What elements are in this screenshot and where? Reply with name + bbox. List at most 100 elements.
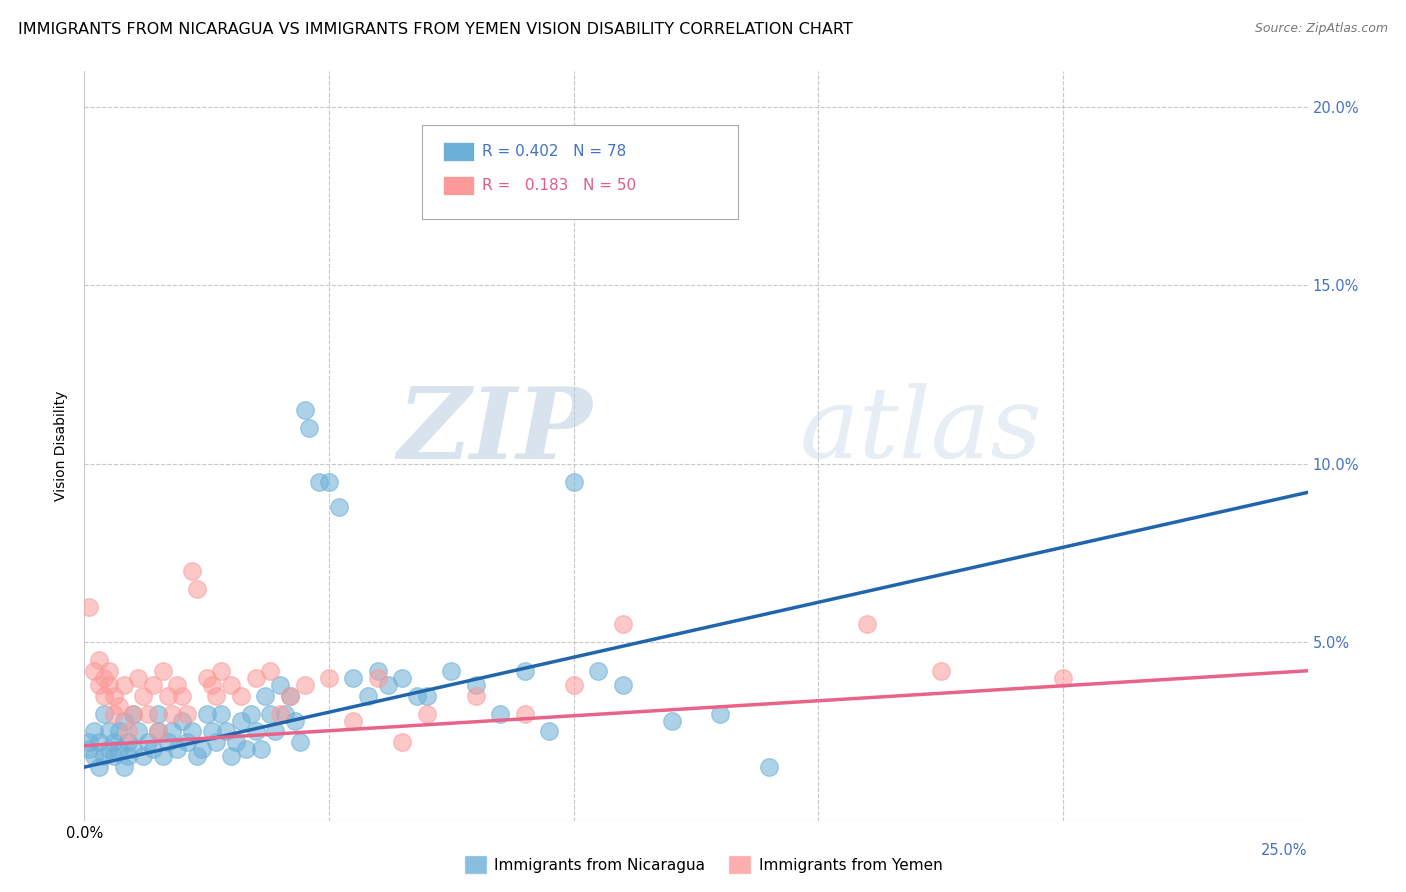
- Point: [440, 664, 463, 678]
- Point: [97, 678, 120, 692]
- Point: [562, 475, 585, 489]
- Point: [83, 664, 105, 678]
- Point: [172, 689, 194, 703]
- Point: [122, 706, 145, 721]
- Point: [269, 706, 291, 721]
- Point: [318, 671, 340, 685]
- Point: [186, 582, 208, 596]
- Point: [249, 742, 271, 756]
- Point: [166, 742, 188, 756]
- Point: [229, 689, 252, 703]
- Point: [416, 706, 439, 721]
- Text: IMMIGRANTS FROM NICARAGUA VS IMMIGRANTS FROM YEMEN VISION DISABILITY CORRELATION: IMMIGRANTS FROM NICARAGUA VS IMMIGRANTS …: [18, 22, 853, 37]
- Point: [391, 735, 413, 749]
- Point: [1052, 671, 1074, 685]
- Point: [112, 678, 135, 692]
- Point: [132, 749, 155, 764]
- Point: [661, 714, 683, 728]
- Point: [758, 760, 780, 774]
- Point: [77, 599, 100, 614]
- Point: [93, 689, 115, 703]
- Point: [112, 714, 135, 728]
- Point: [191, 742, 214, 756]
- Text: atlas: atlas: [800, 384, 1043, 479]
- Point: [162, 706, 184, 721]
- Point: [200, 724, 222, 739]
- Point: [856, 617, 879, 632]
- Point: [294, 678, 316, 692]
- Point: [103, 706, 125, 721]
- Text: R =   0.183   N = 50: R = 0.183 N = 50: [482, 178, 637, 193]
- Point: [142, 678, 165, 692]
- Point: [225, 735, 247, 749]
- Point: [127, 724, 149, 739]
- Point: [274, 706, 297, 721]
- Point: [87, 678, 110, 692]
- Point: [93, 706, 115, 721]
- Point: [181, 724, 204, 739]
- Point: [77, 742, 100, 756]
- Point: [416, 689, 439, 703]
- Point: [367, 664, 389, 678]
- Point: [513, 706, 536, 721]
- Point: [156, 689, 179, 703]
- Point: [219, 678, 242, 692]
- Point: [103, 689, 125, 703]
- Point: [172, 714, 194, 728]
- Point: [117, 724, 139, 739]
- Point: [107, 724, 129, 739]
- Point: [97, 724, 120, 739]
- Point: [205, 735, 228, 749]
- Point: [298, 421, 321, 435]
- Point: [103, 735, 125, 749]
- Point: [612, 617, 634, 632]
- Point: [117, 735, 139, 749]
- Point: [464, 689, 486, 703]
- Point: [93, 749, 115, 764]
- Point: [929, 664, 952, 678]
- Point: [112, 760, 135, 774]
- Point: [464, 678, 486, 692]
- Point: [308, 475, 330, 489]
- Point: [195, 671, 218, 685]
- Point: [586, 664, 609, 678]
- Point: [264, 724, 287, 739]
- Point: [186, 749, 208, 764]
- Point: [215, 724, 238, 739]
- Point: [127, 671, 149, 685]
- Point: [209, 706, 232, 721]
- Point: [254, 689, 277, 703]
- Text: Source: ZipAtlas.com: Source: ZipAtlas.com: [1254, 22, 1388, 36]
- Text: 25.0%: 25.0%: [1261, 843, 1308, 858]
- Point: [489, 706, 512, 721]
- Point: [195, 706, 218, 721]
- Point: [269, 678, 291, 692]
- Point: [200, 678, 222, 692]
- Point: [83, 749, 105, 764]
- Point: [122, 742, 145, 756]
- Legend: Immigrants from Nicaragua, Immigrants from Yemen: Immigrants from Nicaragua, Immigrants fr…: [457, 849, 949, 880]
- Point: [176, 735, 198, 749]
- Point: [209, 664, 232, 678]
- Point: [136, 706, 159, 721]
- Point: [117, 749, 139, 764]
- Point: [709, 706, 731, 721]
- Point: [132, 689, 155, 703]
- Point: [235, 742, 257, 756]
- Point: [294, 403, 316, 417]
- Point: [122, 706, 145, 721]
- Point: [318, 475, 340, 489]
- Point: [245, 671, 267, 685]
- Point: [205, 689, 228, 703]
- Point: [83, 724, 105, 739]
- Point: [176, 706, 198, 721]
- Point: [146, 724, 169, 739]
- Point: [259, 706, 281, 721]
- Point: [87, 653, 110, 667]
- Point: [146, 724, 169, 739]
- Y-axis label: Vision Disability: Vision Disability: [55, 391, 69, 501]
- Point: [239, 706, 262, 721]
- Point: [342, 714, 364, 728]
- Point: [288, 735, 311, 749]
- Point: [391, 671, 413, 685]
